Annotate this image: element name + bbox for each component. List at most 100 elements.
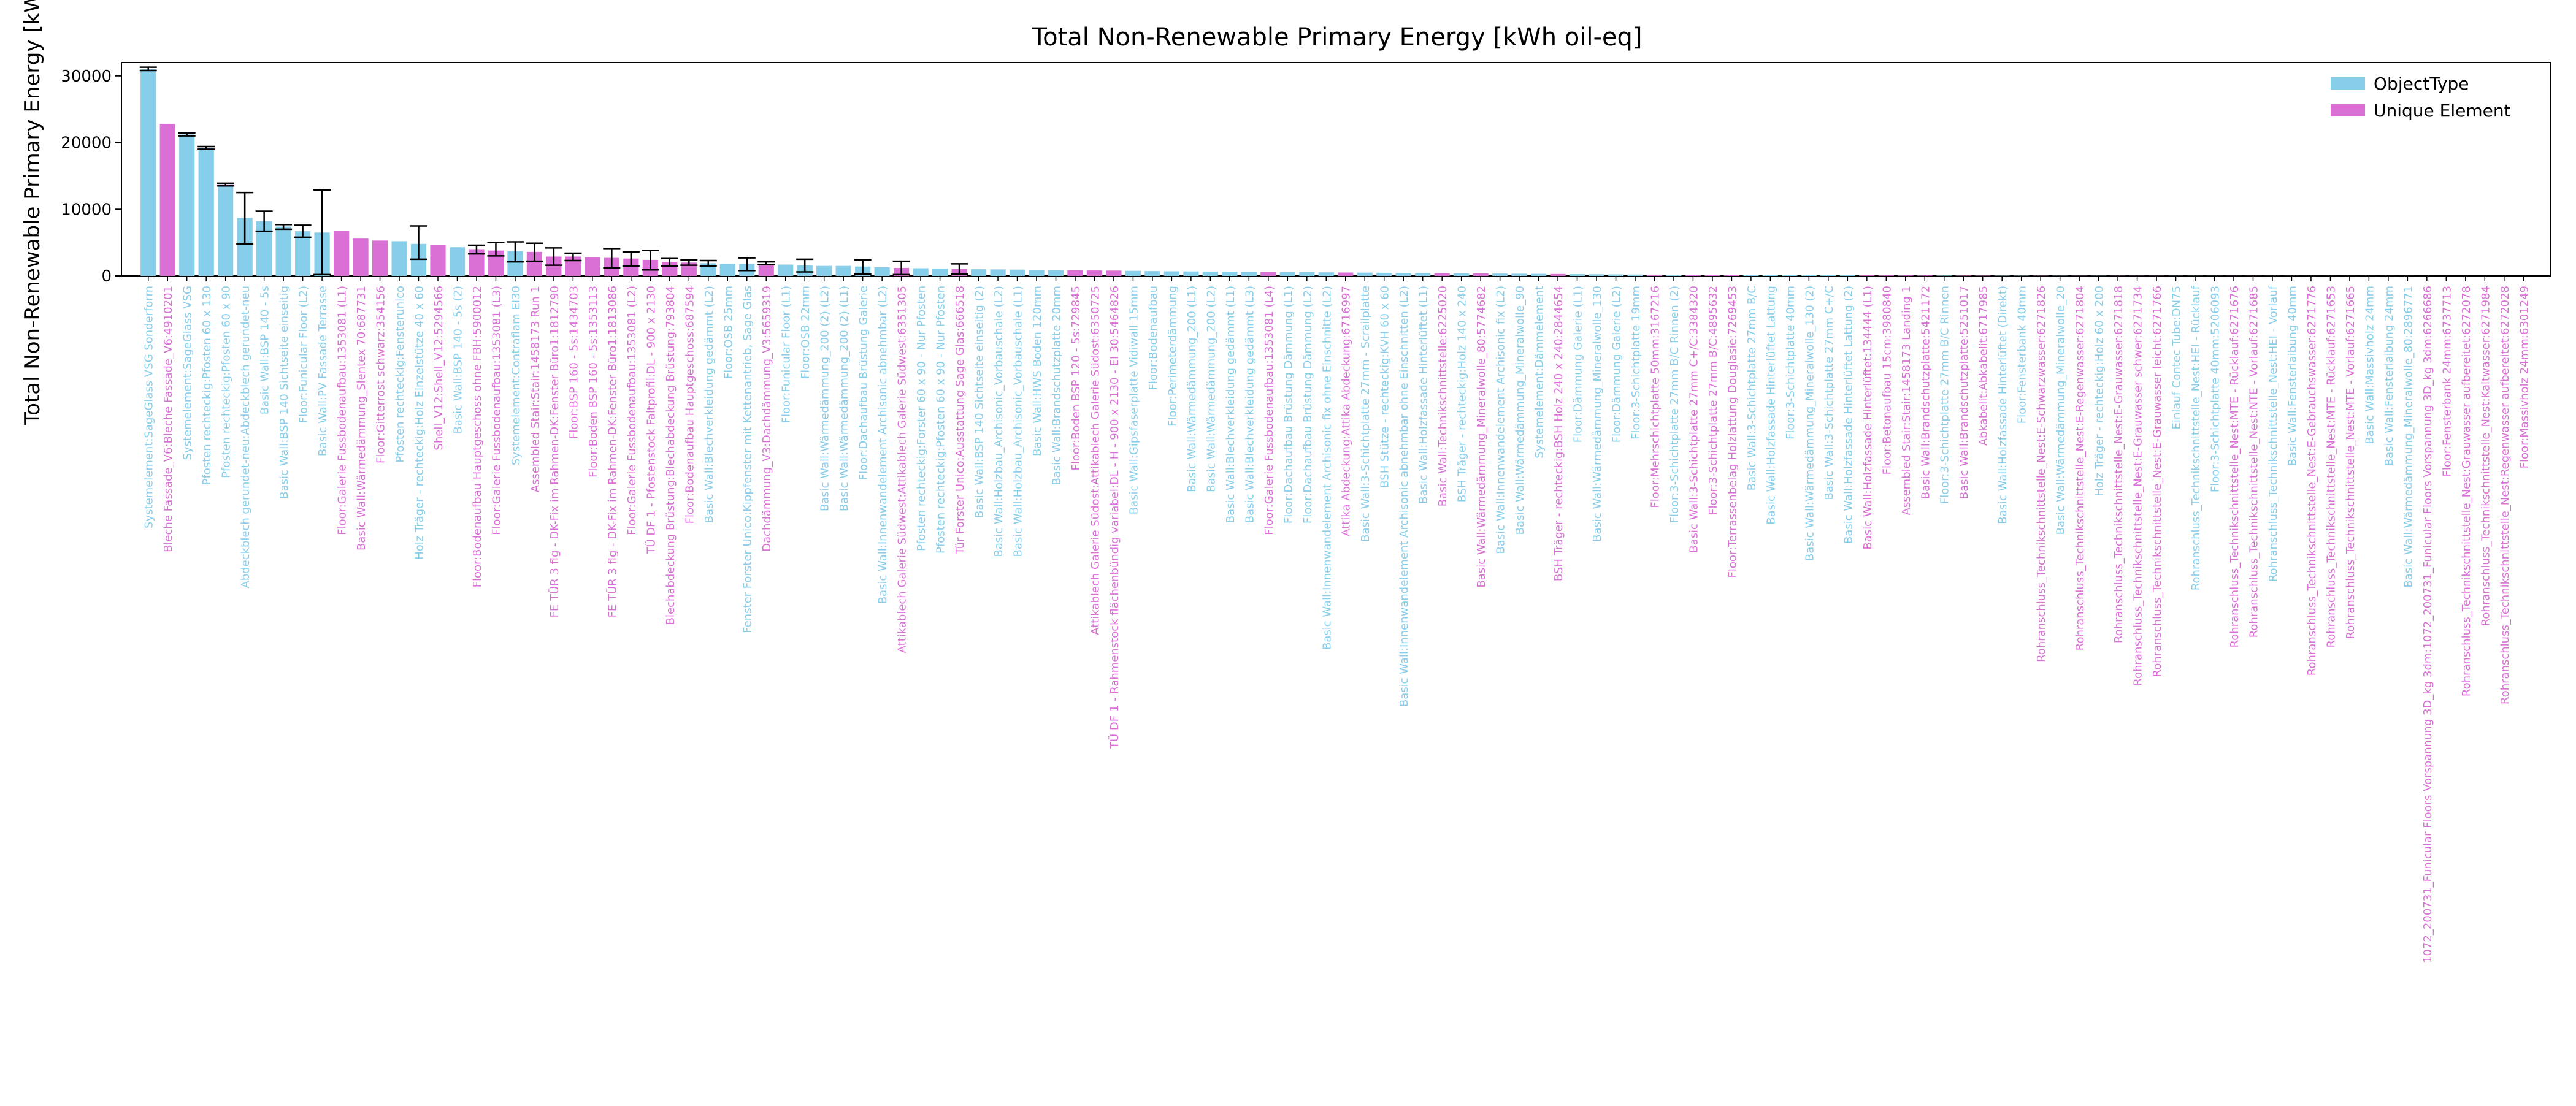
- bar: [1435, 273, 1450, 276]
- x-tick-label: Basic Wall:Gipsfaserplatte Vidiwall 15mm: [1127, 286, 1140, 514]
- x-tick-label: Rohranschluss_Technikschnittstelle_Nest:…: [2460, 286, 2473, 696]
- bar: [1010, 270, 1025, 276]
- bar: [990, 269, 1005, 276]
- bar: [932, 269, 948, 276]
- bar: [1222, 272, 1237, 276]
- x-tick-label: Basic Wall:3-Schichtplatte 27mm C+/C:338…: [1687, 286, 1700, 553]
- bar: [1396, 273, 1411, 276]
- x-tick-label: Floor:Funicular Floor (L2): [297, 286, 310, 423]
- x-tick-label: Floor:Funicular Floor (L1): [780, 286, 793, 423]
- x-tick-label: Rohranschluss_Technikschnittstelle_Nest:…: [2325, 286, 2337, 647]
- x-tick-label: Assembled Stair:Stair:1458173 Run 1: [529, 286, 542, 492]
- bar: [720, 264, 735, 276]
- bar: [1125, 271, 1141, 276]
- x-tick-label: Rohranschluss_Technikschnittstelle_Nest:…: [2499, 286, 2512, 704]
- bar: [1879, 275, 1894, 276]
- x-tick-label: Systemelement:Dämmelement: [1533, 286, 1546, 459]
- x-tick-label: Floor:3-Schichtplatte 40mm:5206093: [2209, 286, 2222, 492]
- x-tick-label: Shell_V12:Shell_V12:5294566: [432, 286, 445, 451]
- bar: [1203, 272, 1218, 276]
- x-tick-label: Floor:3-Schichtplatte 40mm: [1784, 286, 1797, 440]
- x-tick-label: Floor:Gitterrost schwarz:354156: [375, 286, 388, 463]
- x-tick-label: Rohranschluss_Technikschnittstelle_Nest:…: [2344, 286, 2357, 639]
- legend-swatch-unique-element: [2331, 104, 2365, 116]
- x-tick-label: Basic Wall:Wärmedämmung_Mineralwolle_80:…: [1475, 286, 1488, 588]
- plot-area: 0100002000030000Systemelement:SageGlass …: [61, 63, 2550, 963]
- bar: [1454, 273, 1469, 276]
- x-tick-label: Floor:Bodenaufbau: [1147, 286, 1160, 390]
- bar: [1067, 270, 1083, 276]
- x-tick-label: Basic Wall:3-Schichtplatte 27mm - Scrail…: [1359, 286, 1372, 542]
- x-tick-label: Blechabdeckung Brüstung:Blechabdeckung B…: [664, 286, 677, 625]
- bar: [1048, 270, 1064, 276]
- x-tick-label: Basic Wall:Blechverkleidung gedämmt (L2): [703, 286, 716, 523]
- bar: [1956, 275, 1971, 276]
- bar: [276, 227, 291, 276]
- x-tick-label: Floor:Bodenaufbau Hauptgeschoss ohne FBH…: [471, 286, 484, 587]
- x-tick-label: Basic Wall:Wärmedämmung_200 (2) (L1): [838, 286, 851, 511]
- x-tick-label: Attikablech Galerie Südost:Attikablech G…: [1089, 286, 1102, 635]
- x-tick-label: Basic Wall:Fensterlaibung 40mm: [2286, 286, 2299, 466]
- x-tick-label: Basic Wall:Holzfassade Hinterlüftet:1344…: [1861, 286, 1874, 550]
- x-tick-label: Basic Wall:Wärmedämmung_Slentex 70:68773…: [355, 286, 368, 551]
- x-tick-label: Floor:Dämmung Galerie (L1): [1572, 286, 1585, 443]
- x-tick-label: Basic Wall:Innenwandelement Archisonic f…: [1321, 286, 1333, 650]
- x-tick-label: Basic Wall:PV Fassade Terrasse: [316, 286, 329, 456]
- x-tick-label: Floor:Terrassenbelag Holzlattung Douglas…: [1726, 286, 1739, 578]
- x-tick-label: Basic Wall:Wärmedämmung_Mineralwolle_130…: [1803, 286, 1816, 561]
- x-tick-label: Floor:Dämmung Galerie (L2): [1611, 286, 1623, 443]
- bar: [1859, 275, 1874, 276]
- x-tick-label: Floor:3-Schichtplatte 27mm B/C Rinnen (2…: [1668, 286, 1681, 523]
- x-tick-label: Bleche Fassade_V6:Bleche Fassade_V6:4910…: [162, 286, 175, 552]
- x-tick-label: Basic Wall:Blechverkleidung gedämmt (L3): [1243, 286, 1256, 523]
- x-tick-label: Floor:Fensterbank 40mm: [2016, 286, 2029, 424]
- x-tick-label: Pfosten rechteckig:Forster 60 x 90 - Nur…: [915, 286, 928, 551]
- x-tick-label: Floor:Galerie Fussbodenaufbau:1353081 (L…: [1263, 286, 1276, 535]
- bar: [1666, 275, 1681, 276]
- x-tick-label: Basic Wall:Innenwandelement Archisonic f…: [1495, 286, 1508, 554]
- x-tick-label: Floor:BSP 160 - 5s:1434703: [567, 286, 580, 439]
- x-tick-label: BSH Träger - rechteckig:BSH Holz 240 x 2…: [1552, 286, 1565, 581]
- bar: [450, 247, 465, 276]
- x-tick-label: Floor:OSB 25mm: [722, 286, 735, 379]
- x-tick-label: Basic Wall:BSP 140 Sichtseite einseitig: [278, 286, 291, 499]
- x-tick-label: Dachdämmung_V3:Dachdämmung_V3:5659319: [761, 286, 773, 552]
- x-tick-label: Floor:Galerie Fussbodenaufbau:1353081 (L…: [626, 286, 638, 535]
- x-tick-label: FE TÜR 3 flg - DK-Fix im Rahmen-DK:Fenst…: [548, 286, 561, 617]
- x-tick-label: Rohranschluss_Technikschnittstelle_Nest:…: [2267, 285, 2280, 582]
- x-tick-label: 1072_200731_Funicular Floors Vorspannung…: [2421, 286, 2434, 963]
- bar: [1936, 275, 1952, 276]
- y-tick-label: 20000: [61, 134, 112, 153]
- x-tick-label: Floor:Dachaufbau Brüstung Dämmung (L1): [1282, 286, 1295, 524]
- bar: [1473, 273, 1489, 276]
- x-tick-label: Floor:Perimeterdämmung: [1166, 286, 1179, 427]
- x-tick-label: Basic Wall:Holzfassade Hinterlüftet (Dir…: [1996, 286, 2009, 524]
- bar: [1492, 273, 1508, 276]
- x-tick-label: Rohranschluss_Technikschnittstelle_Nest:…: [2306, 286, 2318, 676]
- bar: [1763, 275, 1778, 276]
- x-tick-label: Pfosten rechteckig:Fensterunico: [394, 286, 407, 463]
- x-tick-label: TÜ DF 1 - Rahmenstock flächenbündig vari…: [1108, 286, 1121, 749]
- bar: [1608, 274, 1623, 276]
- x-tick-label: Abkabelit:Abkabelit:6717985: [1977, 286, 1990, 446]
- x-tick-label: Basic Wall:Fensterlaibung 24mm: [2383, 286, 2396, 466]
- x-tick-label: Basic Wall:BSP 140 - 5s (2): [451, 286, 464, 434]
- bar: [1975, 275, 1990, 276]
- x-tick-label: Abdeckblech gerundet-neu:Abdeckblech ger…: [239, 286, 252, 589]
- x-tick-label: Fenster Forster Unico:Kippfenster mit Ke…: [742, 286, 754, 633]
- x-tick-label: TÜ DF 1 - Pfostenstock Faltprofil:DL - 9…: [644, 286, 657, 555]
- x-tick-label: Basic Wall:HWS Boden 120mm: [1031, 286, 1044, 456]
- bar: [585, 257, 600, 276]
- bar: [816, 266, 832, 276]
- bar: [1685, 275, 1701, 276]
- x-tick-label: Floor:Galerie Fussbodenaufbau:1353081 (L…: [490, 286, 503, 535]
- bar: [1782, 275, 1797, 276]
- legend-swatch-objecttype: [2331, 77, 2365, 90]
- bar: [1550, 274, 1565, 276]
- x-tick-label: Basic Wall:Technikschnittstelle:6225020: [1436, 286, 1449, 506]
- y-tick-label: 30000: [61, 67, 112, 86]
- x-tick-label: Attikablech Galerie Südwest:Attikablech …: [896, 286, 909, 653]
- y-tick-label: 10000: [61, 200, 112, 219]
- x-tick-label: Basic Wall:Innenwandelement Archisonic a…: [876, 286, 889, 604]
- bar: [1280, 272, 1295, 276]
